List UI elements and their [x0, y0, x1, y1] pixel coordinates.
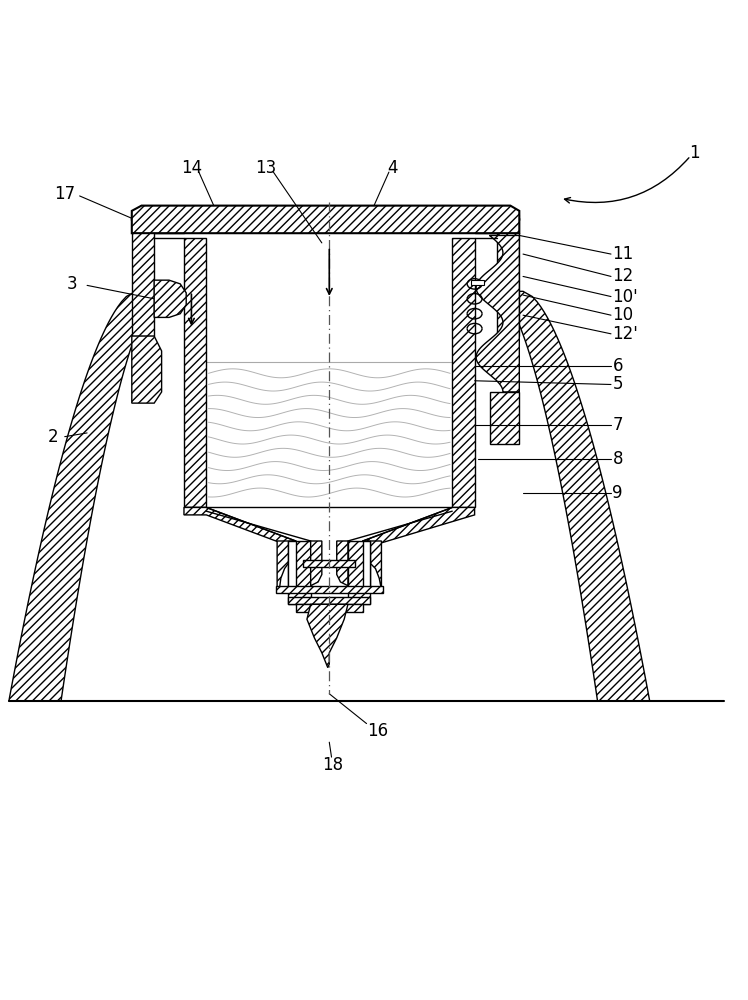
Text: 11: 11 — [613, 245, 634, 263]
Text: 10: 10 — [613, 306, 634, 324]
Text: 6: 6 — [613, 357, 623, 375]
Text: 2: 2 — [48, 428, 59, 446]
Text: 16: 16 — [367, 722, 388, 740]
Polygon shape — [497, 233, 519, 336]
Text: 3: 3 — [67, 275, 78, 293]
Polygon shape — [453, 238, 474, 507]
Polygon shape — [288, 541, 310, 604]
Text: 5: 5 — [613, 375, 623, 393]
Polygon shape — [288, 541, 295, 589]
Text: 18: 18 — [322, 756, 343, 774]
Text: 7: 7 — [613, 416, 623, 434]
Polygon shape — [489, 392, 519, 444]
Text: 12: 12 — [613, 267, 634, 285]
Polygon shape — [132, 206, 519, 233]
Polygon shape — [132, 233, 154, 336]
Text: 1: 1 — [689, 144, 700, 162]
Polygon shape — [363, 541, 370, 589]
Text: 9: 9 — [613, 484, 623, 502]
Polygon shape — [348, 541, 370, 604]
Polygon shape — [310, 541, 322, 586]
Polygon shape — [471, 280, 484, 285]
Polygon shape — [363, 507, 474, 548]
Text: 14: 14 — [181, 159, 202, 177]
Text: 17: 17 — [54, 185, 76, 203]
Polygon shape — [275, 586, 383, 593]
Text: 13: 13 — [255, 159, 277, 177]
Polygon shape — [132, 336, 162, 403]
Polygon shape — [497, 291, 650, 701]
Polygon shape — [184, 507, 295, 548]
Text: 8: 8 — [613, 450, 623, 468]
Polygon shape — [337, 541, 348, 586]
Polygon shape — [184, 238, 206, 507]
Text: 4: 4 — [387, 159, 398, 177]
Polygon shape — [307, 604, 348, 668]
Polygon shape — [476, 235, 519, 392]
Polygon shape — [154, 280, 186, 317]
Polygon shape — [363, 541, 381, 589]
Polygon shape — [288, 597, 370, 604]
Text: 12': 12' — [613, 325, 638, 343]
Polygon shape — [303, 560, 355, 567]
Polygon shape — [9, 291, 162, 701]
Polygon shape — [277, 541, 295, 589]
Polygon shape — [295, 604, 363, 612]
Text: 10': 10' — [613, 288, 638, 306]
